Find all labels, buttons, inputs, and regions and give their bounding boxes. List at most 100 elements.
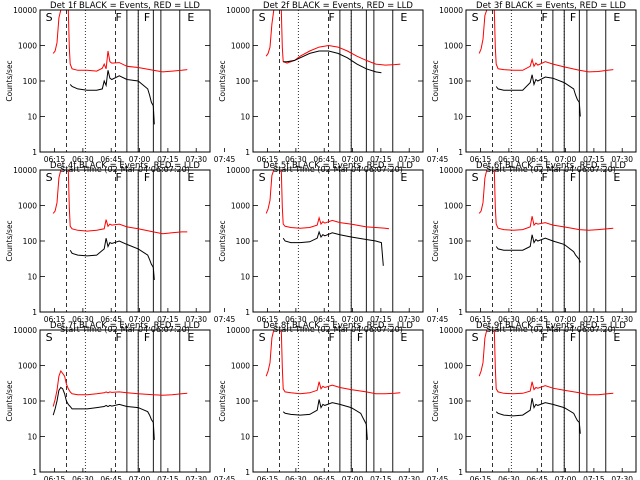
x-tick-label: 06:15 <box>470 315 492 324</box>
plot-frame <box>39 169 211 313</box>
x-tick-label: 06:15 <box>257 155 279 164</box>
plot-frame <box>465 9 637 153</box>
x-tick-label: 06:45 <box>313 475 335 480</box>
y-tick-label: 10000 <box>439 326 463 335</box>
marker-label: S <box>46 331 53 344</box>
x-tick-label: 06:15 <box>470 475 492 480</box>
x-tick-label: 06:45 <box>313 155 335 164</box>
plot-frame <box>252 169 424 313</box>
x-tick-label: 07:45 <box>427 155 449 164</box>
series-line-red <box>478 330 614 396</box>
x-tick-label: 06:30 <box>72 315 94 324</box>
x-tick-label: 07:45 <box>214 155 236 164</box>
marker-label: F <box>542 171 548 184</box>
chart-title: Det 3f BLACK = Events, RED = LLD <box>476 1 626 11</box>
x-tick-label: 06:45 <box>100 475 122 480</box>
chart-title: Det 8f BLACK = Events, RED = LLD <box>263 321 413 331</box>
x-tick-label: 06:30 <box>285 155 307 164</box>
x-tick-label: 07:15 <box>583 315 605 324</box>
x-tick-label: 07:30 <box>398 155 420 164</box>
marker-label: F <box>144 171 150 184</box>
y-tick-label: 10000 <box>13 6 37 15</box>
y-tick-label: 1 <box>245 468 250 477</box>
chart-title: Det 4f BLACK = Events, RED = LLD <box>50 161 200 171</box>
y-tick-label: 10000 <box>439 166 463 175</box>
series-line-red <box>52 170 188 235</box>
y-tick-label: 100 <box>23 237 38 246</box>
y-tick-label: 1 <box>32 468 37 477</box>
marker-label: F <box>116 171 122 184</box>
y-tick-label: 10000 <box>13 166 37 175</box>
y-tick-label: 1 <box>458 468 463 477</box>
series-line-black <box>283 50 382 74</box>
marker-label: E <box>187 11 194 24</box>
y-tick-label: 10000 <box>13 326 37 335</box>
x-tick-label: 07:00 <box>129 155 151 164</box>
series-line-black <box>495 398 581 434</box>
y-tick-label: 10 <box>240 113 250 122</box>
marker-label: E <box>187 171 194 184</box>
series-line-red <box>265 170 390 230</box>
y-tick-label: 10 <box>240 433 250 442</box>
marker-label: E <box>613 171 620 184</box>
plot-frame <box>465 329 637 473</box>
y-tick-label: 1 <box>245 148 250 157</box>
y-tick-label: 1 <box>458 308 463 317</box>
y-tick-label: 100 <box>449 77 464 86</box>
x-tick-label: 06:30 <box>498 315 520 324</box>
y-axis-label: Counts/sec <box>218 380 227 421</box>
y-tick-label: 1000 <box>18 362 37 371</box>
x-tick-label: 07:00 <box>342 315 364 324</box>
marker-label: S <box>259 171 266 184</box>
x-tick-label: 07:15 <box>583 155 605 164</box>
x-tick-label: 07:45 <box>427 315 449 324</box>
y-tick-label: 10 <box>453 273 463 282</box>
y-tick-label: 1000 <box>444 202 463 211</box>
panel-6: 1 10 100 1000 10000 06:15 06:30 06:45 07:00 07:15… <box>431 161 640 334</box>
x-tick-label: 06:30 <box>285 315 307 324</box>
chart-title: Det 6f BLACK = Events, RED = LLD <box>476 161 626 171</box>
y-tick-label: 10 <box>27 113 37 122</box>
x-tick-label: 06:45 <box>526 315 548 324</box>
y-tick-label: 100 <box>449 397 464 406</box>
plot-frame <box>465 169 637 313</box>
series-line-black <box>69 70 155 125</box>
y-tick-label: 1000 <box>231 202 250 211</box>
x-tick-label: 07:00 <box>342 475 364 480</box>
panel-1: 1 10 100 1000 10000 06:15 06:30 06:45 07:00 07:15… <box>5 1 236 174</box>
y-tick-label: 1000 <box>444 362 463 371</box>
x-tick-label: 06:15 <box>44 315 66 324</box>
y-tick-label: 100 <box>23 77 38 86</box>
x-tick-label: 07:00 <box>342 155 364 164</box>
panel-2: 1 10 100 1000 10000 06:15 06:30 06:45 07:00 07:15… <box>218 1 449 174</box>
panel-4: 1 10 100 1000 10000 06:15 06:30 06:45 07:00 07:15… <box>5 161 236 334</box>
series-line-red <box>52 369 188 407</box>
x-tick-label: 06:45 <box>100 155 122 164</box>
plot-frame <box>252 9 424 153</box>
x-tick-label: 07:30 <box>398 475 420 480</box>
y-tick-label: 1000 <box>18 42 37 51</box>
marker-label: S <box>259 331 266 344</box>
y-tick-label: 100 <box>449 237 464 246</box>
marker-label: S <box>472 331 479 344</box>
marker-label: F <box>144 11 150 24</box>
chart-title: Det 5f BLACK = Events, RED = LLD <box>263 161 413 171</box>
x-tick-label: 06:45 <box>526 155 548 164</box>
y-tick-label: 10 <box>27 273 37 282</box>
marker-label: F <box>116 11 122 24</box>
marker-label: F <box>144 331 150 344</box>
x-tick-label: 07:00 <box>129 315 151 324</box>
x-tick-label: 07:00 <box>555 155 577 164</box>
x-tick-label: 06:15 <box>44 475 66 480</box>
y-tick-label: 1000 <box>231 42 250 51</box>
series-line-red <box>265 330 401 395</box>
x-tick-label: 06:45 <box>526 475 548 480</box>
marker-label: S <box>472 11 479 24</box>
chart-title: Det 7f BLACK = Events, RED = LLD <box>50 321 200 331</box>
x-tick-label: 06:30 <box>72 155 94 164</box>
plot-frame <box>39 329 211 473</box>
y-tick-label: 1000 <box>231 362 250 371</box>
x-tick-label: 07:45 <box>214 475 236 480</box>
x-tick-label: 06:15 <box>257 315 279 324</box>
